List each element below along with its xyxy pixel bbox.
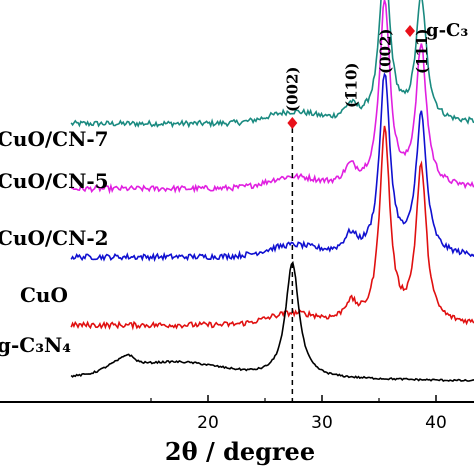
peak-label-2: (111)	[413, 28, 431, 74]
peak-label-0: (1̄10)	[343, 62, 361, 108]
series-line-2	[70, 72, 474, 263]
legend-diamond-marker	[405, 25, 415, 37]
x-tick-label-0: 20	[197, 413, 219, 433]
reference-diamond-marker	[287, 117, 298, 129]
series-label-0: CuO/CN-7	[0, 127, 109, 151]
series-line-3	[70, 125, 474, 331]
x-tick-label-2: 40	[425, 413, 447, 433]
series-line-0	[70, 0, 474, 129]
reference-peak-label: (002)	[283, 66, 301, 112]
series-label-2: CuO/CN-2	[0, 226, 109, 250]
legend-label: g-C₃	[426, 20, 468, 41]
series-label-1: CuO/CN-5	[0, 169, 109, 193]
series-label-3: CuO	[20, 283, 68, 307]
series-layer	[70, 0, 474, 383]
peak-label-1: (002)	[377, 28, 395, 74]
x-tick-label-1: 30	[311, 413, 333, 433]
series-label-4: g-C₃N₄	[0, 333, 71, 357]
series-line-1	[71, 0, 474, 195]
x-axis-title: 2θ / degree	[165, 437, 315, 466]
series-line-4	[70, 260, 474, 383]
series-label-layer: CuO/CN-7 CuO/CN-5 CuO/CN-2 CuO g-C₃N₄	[0, 127, 109, 357]
x-tick-layer: 203040506070	[150, 395, 447, 433]
peak-label-layer: (1̄10)(002)(111)(2̄02)(020)(202)(1̄13)(3…	[343, 28, 432, 108]
